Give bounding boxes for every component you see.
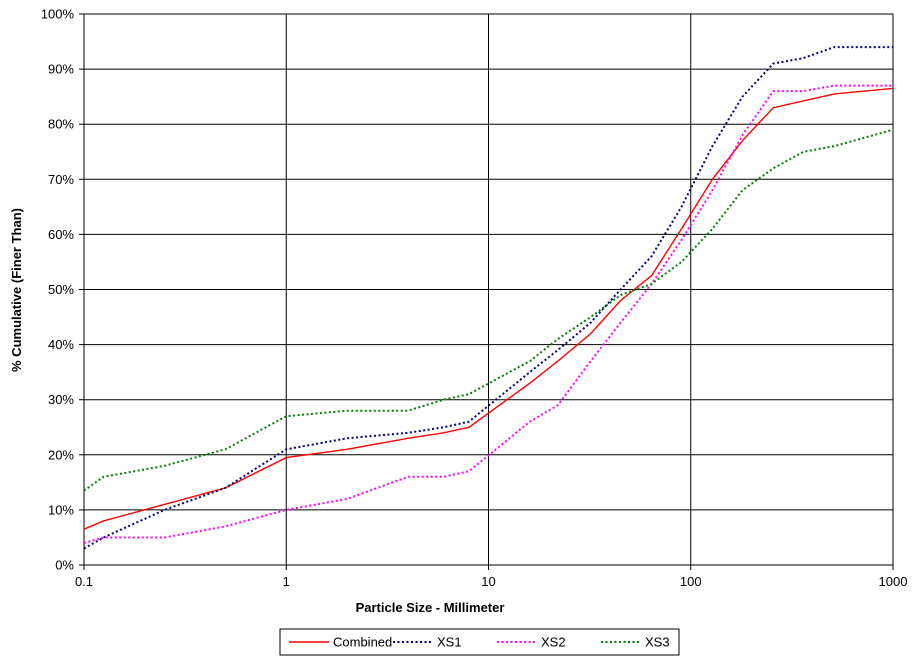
x-tick-label: 100 bbox=[680, 574, 702, 589]
y-tick-label: 20% bbox=[48, 447, 74, 462]
legend-label-xs3: XS3 bbox=[645, 635, 670, 650]
y-tick-label: 80% bbox=[48, 117, 74, 132]
legend-items: Combined XS1 XS2 XS3 bbox=[289, 635, 670, 650]
series-line-combined bbox=[83, 87, 894, 530]
series-line-xs3 bbox=[83, 128, 894, 492]
y-tick-label: 0% bbox=[55, 558, 74, 573]
legend-box bbox=[279, 628, 680, 656]
x-axis-ticks: 0.1 1 10 100 1000 bbox=[75, 565, 908, 589]
legend-label-xs1: XS1 bbox=[437, 635, 462, 650]
x-tick-label: 1000 bbox=[879, 574, 908, 589]
legend-label-combined: Combined bbox=[333, 635, 392, 650]
grid bbox=[83, 13, 894, 566]
y-tick-label: 10% bbox=[48, 502, 74, 517]
y-tick-label: 50% bbox=[48, 282, 74, 297]
y-tick-label: 100% bbox=[41, 7, 75, 22]
y-tick-label: 60% bbox=[48, 227, 74, 242]
y-axis-title: % Cumulative (Finer Than) bbox=[9, 208, 24, 372]
x-tick-label: 0.1 bbox=[75, 574, 93, 589]
y-tick-label: 40% bbox=[48, 337, 74, 352]
series-lines bbox=[83, 46, 894, 550]
y-tick-label: 70% bbox=[48, 172, 74, 187]
y-tick-label: 30% bbox=[48, 392, 74, 407]
y-tick-label: 90% bbox=[48, 62, 74, 77]
y-axis-ticks: 0% 10% 20% 30% 40% 50% 60% 70% 80% 90% 100% bbox=[41, 7, 84, 573]
x-tick-label: 10 bbox=[481, 574, 495, 589]
x-tick-label: 1 bbox=[283, 574, 290, 589]
legend-label-xs2: XS2 bbox=[541, 635, 566, 650]
series-line-xs2 bbox=[83, 84, 893, 544]
legend: Combined XS1 XS2 XS3 bbox=[279, 628, 680, 656]
x-axis-title: Particle Size - Millimeter bbox=[356, 600, 505, 615]
